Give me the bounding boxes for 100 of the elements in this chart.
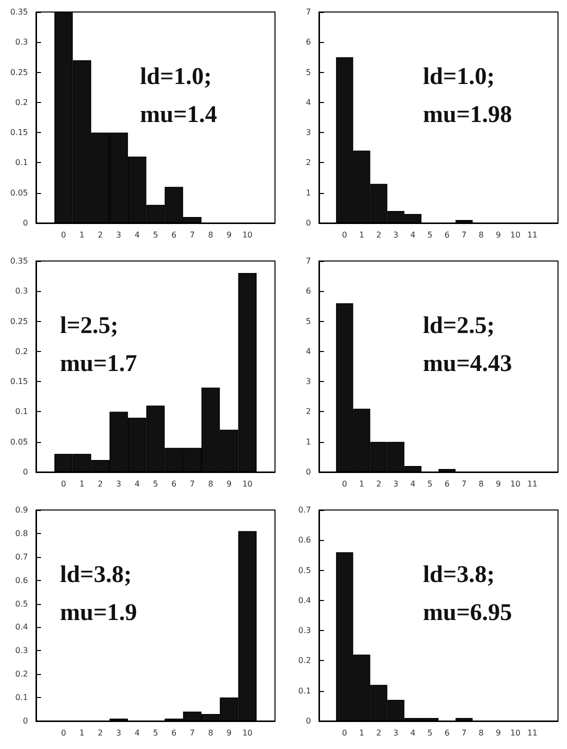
x-tick-label: 9 xyxy=(226,480,232,488)
y-tick-label: 0.1 xyxy=(15,693,28,702)
y-tick-label: 0.15 xyxy=(10,128,28,138)
y-tick-label: 7 xyxy=(306,256,311,266)
y-tick-label: 3 xyxy=(306,128,311,138)
y-tick-label: 0.4 xyxy=(298,596,311,605)
x-tick-label: 7 xyxy=(462,480,467,488)
annotation: mu=6.95 xyxy=(423,600,512,626)
annotation: mu=1.4 xyxy=(140,102,218,128)
x-tick-label: 11 xyxy=(527,480,538,488)
x-tick-label: 4 xyxy=(410,480,416,488)
x-tick-label: 2 xyxy=(376,728,382,738)
x-tick-label: 2 xyxy=(98,230,103,240)
y-tick-label: 0.4 xyxy=(15,622,28,632)
annotation: mu=1.7 xyxy=(60,351,138,377)
x-tick-label: 10 xyxy=(242,480,253,488)
x-tick-label: 2 xyxy=(376,480,382,488)
y-tick-label: 1 xyxy=(306,437,311,446)
x-tick-label: 11 xyxy=(527,728,538,738)
x-tick-label: 9 xyxy=(226,230,232,240)
x-tick-label: 0 xyxy=(61,728,66,738)
y-tick-label: 0 xyxy=(22,218,28,228)
y-tick-label: 0.7 xyxy=(298,506,311,514)
y-tick-label: 0.6 xyxy=(15,576,28,585)
x-tick-label: 4 xyxy=(410,728,416,738)
y-tick-label: 0.25 xyxy=(10,68,28,77)
y-tick-label: 0 xyxy=(306,218,311,228)
x-tick-label: 3 xyxy=(116,480,122,488)
x-tick-label: 5 xyxy=(427,728,433,738)
annotation: mu=4.43 xyxy=(423,351,512,377)
y-tick-label: 2 xyxy=(306,158,311,168)
x-tick-label: 0 xyxy=(61,230,66,240)
x-tick-label: 0 xyxy=(61,480,66,488)
y-tick-label: 6 xyxy=(306,38,311,47)
y-tick-label: 0 xyxy=(22,468,28,476)
x-tick-label: 6 xyxy=(444,728,450,738)
x-tick-label: 2 xyxy=(98,480,103,488)
x-tick-label: 8 xyxy=(208,480,214,488)
x-tick-label: 10 xyxy=(510,230,520,240)
annotation: ld=1.0; xyxy=(423,64,495,90)
x-tick-label: 5 xyxy=(152,480,158,488)
x-tick-label: 4 xyxy=(410,230,416,240)
y-tick-label: 0.3 xyxy=(298,626,311,636)
y-tick-label: 4 xyxy=(306,98,311,107)
y-tick-label: 0.15 xyxy=(10,377,28,386)
y-tick-label: 0.1 xyxy=(15,158,28,168)
x-tick-label: 1 xyxy=(79,230,85,240)
x-tick-label: 2 xyxy=(376,230,382,240)
y-tick-label: 0.2 xyxy=(15,670,28,679)
annotation: mu=1.9 xyxy=(60,600,138,626)
x-tick-label: 9 xyxy=(496,728,501,738)
annotation: ld=3.8; xyxy=(60,562,132,588)
x-tick-label: 0 xyxy=(342,230,348,240)
y-tick-label: 0.25 xyxy=(10,316,28,326)
y-tick-label: 0.2 xyxy=(15,346,28,356)
y-tick-label: 0.3 xyxy=(15,38,28,47)
x-tick-label: 10 xyxy=(510,480,520,488)
x-tick-label: 6 xyxy=(444,230,450,240)
x-tick-label: 2 xyxy=(98,728,103,738)
x-tick-label: 4 xyxy=(134,480,140,488)
y-tick-label: 0.7 xyxy=(15,552,28,562)
x-tick-label: 8 xyxy=(478,230,484,240)
y-tick-label: 0.05 xyxy=(10,437,28,446)
y-tick-label: 0.05 xyxy=(10,188,28,198)
x-tick-label: 11 xyxy=(527,230,538,240)
y-tick-label: 0.2 xyxy=(298,656,311,666)
y-tick-label: 0.2 xyxy=(15,98,28,107)
x-tick-label: 9 xyxy=(496,230,501,240)
x-tick-label: 8 xyxy=(478,728,484,738)
y-tick-label: 5 xyxy=(306,316,311,326)
y-tick-label: 4 xyxy=(306,346,311,356)
x-tick-label: 6 xyxy=(171,728,176,738)
x-tick-label: 3 xyxy=(116,728,122,738)
x-tick-label: 1 xyxy=(79,728,85,738)
x-tick-label: 6 xyxy=(444,480,450,488)
x-tick-label: 5 xyxy=(152,728,158,738)
y-tick-label: 1 xyxy=(306,188,311,198)
x-tick-label: 4 xyxy=(134,230,140,240)
x-tick-label: 3 xyxy=(393,480,398,488)
x-tick-label: 7 xyxy=(190,230,195,240)
y-tick-label: 0.35 xyxy=(10,8,28,16)
x-tick-label: 7 xyxy=(462,230,467,240)
y-tick-label: 0 xyxy=(306,468,311,476)
x-tick-label: 8 xyxy=(208,230,214,240)
annotation: l=2.5; xyxy=(60,313,118,339)
y-tick-label: 0.35 xyxy=(10,256,28,266)
x-tick-label: 3 xyxy=(393,728,398,738)
y-tick-label: 2 xyxy=(306,407,311,416)
y-tick-label: 0.5 xyxy=(15,599,28,608)
x-tick-label: 6 xyxy=(171,230,176,240)
y-tick-label: 0.6 xyxy=(298,536,311,545)
x-tick-label: 10 xyxy=(510,728,520,738)
y-tick-label: 0 xyxy=(22,716,28,726)
x-tick-label: 9 xyxy=(496,480,501,488)
y-tick-label: 0.5 xyxy=(298,566,311,575)
annotation: ld=3.8; xyxy=(423,562,495,588)
x-tick-label: 5 xyxy=(427,230,433,240)
y-tick-label: 5 xyxy=(306,68,311,77)
x-tick-label: 3 xyxy=(116,230,122,240)
y-tick-label: 0.1 xyxy=(298,686,311,696)
